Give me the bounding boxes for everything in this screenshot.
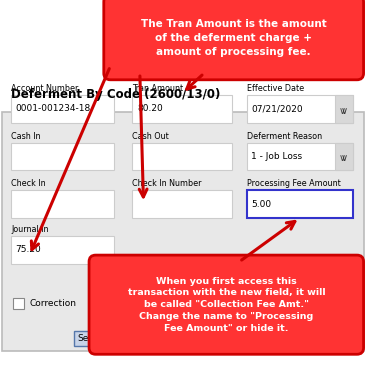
Text: When you first access this
transaction with the new field, it will
be called "Co: When you first access this transaction w… xyxy=(127,277,325,333)
Text: The Tran Amount is the amount
of the deferment charge +
amount of processing fee: The Tran Amount is the amount of the def… xyxy=(141,19,326,56)
Text: ∨: ∨ xyxy=(340,153,348,163)
Text: 80.20: 80.20 xyxy=(137,104,163,113)
FancyBboxPatch shape xyxy=(11,143,114,170)
Text: Check In: Check In xyxy=(11,179,46,188)
FancyBboxPatch shape xyxy=(104,0,364,80)
FancyBboxPatch shape xyxy=(13,298,24,309)
Text: Cash Out: Cash Out xyxy=(132,132,169,141)
FancyBboxPatch shape xyxy=(2,112,364,351)
FancyBboxPatch shape xyxy=(11,236,114,264)
Text: Correction: Correction xyxy=(29,299,77,308)
Text: Sen: Sen xyxy=(77,334,95,343)
FancyBboxPatch shape xyxy=(11,190,114,218)
Text: 75.20: 75.20 xyxy=(15,245,41,254)
FancyBboxPatch shape xyxy=(132,190,232,218)
Text: Effective Date: Effective Date xyxy=(247,84,304,93)
Text: Deferment By Code (2600/13/0): Deferment By Code (2600/13/0) xyxy=(11,87,220,101)
Text: Cash In: Cash In xyxy=(11,132,40,141)
Text: ∨: ∨ xyxy=(340,106,348,116)
FancyBboxPatch shape xyxy=(132,95,232,123)
Text: Journal In: Journal In xyxy=(11,225,49,234)
FancyBboxPatch shape xyxy=(89,255,364,354)
FancyBboxPatch shape xyxy=(132,143,232,170)
FancyBboxPatch shape xyxy=(74,331,105,346)
FancyBboxPatch shape xyxy=(247,143,353,170)
Text: 1 - Job Loss: 1 - Job Loss xyxy=(251,152,302,161)
Text: Check In Number: Check In Number xyxy=(132,179,202,188)
Text: 0001-001234-18: 0001-001234-18 xyxy=(15,104,91,113)
FancyBboxPatch shape xyxy=(247,190,353,218)
FancyBboxPatch shape xyxy=(335,143,353,170)
Text: Deferment Reason: Deferment Reason xyxy=(247,132,322,141)
FancyBboxPatch shape xyxy=(335,95,353,123)
Text: Processing Fee Amount: Processing Fee Amount xyxy=(247,179,340,188)
Text: 5.00: 5.00 xyxy=(251,199,271,209)
Text: ∨: ∨ xyxy=(339,106,346,116)
FancyBboxPatch shape xyxy=(11,95,114,123)
Text: Tran Amount: Tran Amount xyxy=(132,84,184,93)
FancyBboxPatch shape xyxy=(247,95,353,123)
Text: 07/21/2020: 07/21/2020 xyxy=(251,104,302,113)
Text: ∨: ∨ xyxy=(339,153,346,163)
Text: Account Number: Account Number xyxy=(11,84,78,93)
